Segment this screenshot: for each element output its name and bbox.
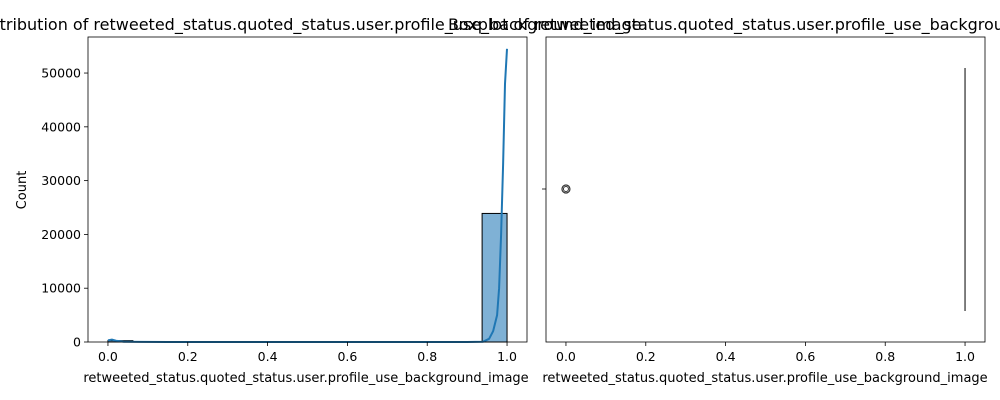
histogram-title: Distribution of retweeted_status.quoted_… <box>0 15 642 35</box>
kde-line <box>107 48 508 343</box>
x-tick-label: 1.0 <box>497 349 517 364</box>
boxplot-frame <box>545 36 986 343</box>
outlier-point <box>561 184 571 194</box>
histogram-frame <box>87 36 528 343</box>
y-tick-label: 30000 <box>41 173 81 188</box>
x-tick-label: 0.8 <box>417 349 437 364</box>
histogram-plot-area: 0.0 0.2 0.4 0.6 0.8 1.0 0 10000 20000 30000 40000 5… <box>41 36 528 364</box>
x-tick-label: 0.0 <box>98 349 118 364</box>
x-tick-label: 1.0 <box>955 349 975 364</box>
boxplot-xlabel: retweeted_status.quoted_status.user.prof… <box>542 371 987 386</box>
y-tick-label: 0 <box>73 335 81 350</box>
x-tick-label: 0.0 <box>556 349 576 364</box>
histogram-panel: Distribution of retweeted_status.quoted_… <box>0 15 642 386</box>
boxplot-panel: Boxplot of retweeted_status.quoted_statu… <box>448 15 1000 386</box>
x-tick-label: 0.2 <box>636 349 656 364</box>
histogram-ylabel: Count <box>15 171 30 210</box>
x-tick-label: 0.8 <box>875 349 895 364</box>
histogram-xlabel: retweeted_status.quoted_status.user.prof… <box>83 371 528 386</box>
y-tick-label: 50000 <box>41 66 81 81</box>
x-tick-label: 0.2 <box>178 349 198 364</box>
x-tick-label: 0.4 <box>716 349 736 364</box>
x-tick-label: 0.6 <box>337 349 357 364</box>
x-tick-label: 0.6 <box>795 349 815 364</box>
y-tick-label: 40000 <box>41 119 81 134</box>
x-tick-label: 0.4 <box>258 349 278 364</box>
outlier-point-inner <box>562 186 569 192</box>
y-tick-label: 20000 <box>41 227 81 242</box>
boxplot-plot-area: 0.0 0.2 0.4 0.6 0.8 1.0 <box>542 36 986 364</box>
boxplot-title: Boxplot of retweeted_status.quoted_statu… <box>448 15 1000 35</box>
y-tick-label: 10000 <box>41 281 81 296</box>
histogram-bar <box>481 212 508 343</box>
